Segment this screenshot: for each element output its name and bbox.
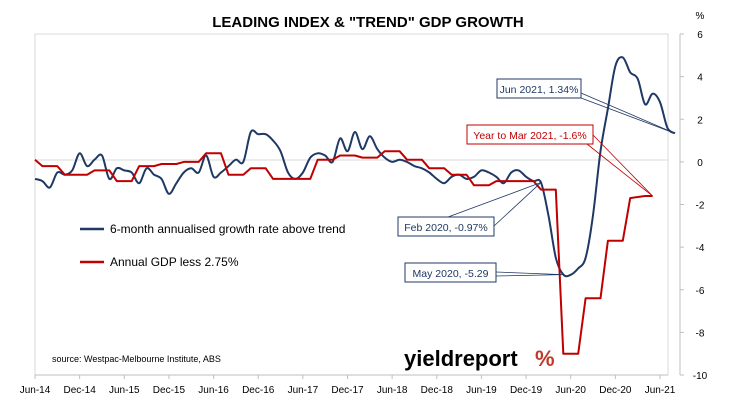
y-tick-label-8: -10 (693, 371, 708, 382)
y-tick-label-7: -8 (696, 328, 705, 339)
series-line-1 (34, 150, 653, 355)
legend: 6-month annualised growth rate above tre… (80, 222, 345, 269)
legend-label-leading-index: 6-month annualised growth rate above tre… (110, 222, 345, 236)
x-tick-label-1: Dec-14 (64, 385, 97, 396)
annotation-box-3 (404, 262, 497, 283)
x-tick-label-13: Dec-20 (599, 385, 632, 396)
annotation-layer: Jun 2021, 1.34% Year to Mar 2021, -1.6% Fe… (397, 78, 676, 283)
y-tick-label-0: 6 (697, 30, 703, 41)
annotation-label-1: Year to Mar 2021, -1.6% (473, 130, 586, 142)
legend-label-annual-gdp: Annual GDP less 2.75% (110, 255, 239, 269)
annotation-leader-2-0 (447, 182, 542, 218)
x-tick-label-14: Jun-21 (645, 385, 676, 396)
y-tick-label-2: 2 (697, 115, 703, 126)
annotation-leader-2-1 (493, 182, 542, 227)
annotation-box-0 (496, 78, 582, 99)
annotation-box-1 (466, 124, 594, 145)
x-tick-label-3: Dec-15 (153, 385, 186, 396)
x-tick-label-9: Dec-18 (421, 385, 454, 396)
x-tick-label-10: Jun-19 (466, 385, 497, 396)
annotation-label-3: May 2020, -5.29 (413, 268, 489, 280)
y-axis-ticks: 6 4 2 0 -2 -4 -6 -8 -10 (680, 30, 708, 382)
y-tick-label-1: 4 (697, 73, 703, 84)
yieldreport-logo: yieldreport % (404, 346, 555, 371)
annotation-label-0: Jun 2021, 1.34% (500, 84, 579, 96)
annotation-leader-0-0 (580, 92, 676, 134)
x-tick-label-12: Jun-20 (555, 385, 586, 396)
x-tick-label-7: Dec-17 (331, 385, 364, 396)
annotation-label-2: Feb 2020, -0.97% (404, 222, 487, 234)
annotation-leader-3-0 (495, 271, 564, 276)
x-tick-label-5: Dec-16 (242, 385, 275, 396)
series-layer (34, 56, 676, 355)
logo-percent-icon: % (535, 346, 555, 371)
y-tick-label-4: -2 (696, 201, 705, 212)
y-unit-label: % (696, 11, 705, 22)
annotation-leader-3-1 (495, 274, 564, 277)
y-tick-label-5: -4 (696, 243, 705, 254)
x-tick-label-6: Jun-17 (288, 385, 319, 396)
annotation-box-2 (397, 216, 495, 237)
series-line-0 (34, 56, 676, 278)
x-tick-label-4: Jun-16 (198, 385, 229, 396)
x-tick-label-8: Jun-18 (377, 385, 408, 396)
y-tick-label-6: -6 (696, 286, 705, 297)
source-note: source: Westpac-Melbourne Institute, ABS (52, 354, 221, 364)
x-tick-label-11: Dec-19 (510, 385, 543, 396)
x-tick-label-2: Jun-15 (109, 385, 140, 396)
logo-text: yieldreport (404, 346, 518, 371)
y-tick-label-3: 0 (697, 158, 703, 169)
annotation-leader-0-1 (580, 97, 676, 134)
x-axis-ticks: Jun-14 Dec-14 Jun-15 Dec-15 Jun-16 Dec-16 Jun-… (20, 375, 676, 396)
annotation-leader-1-1 (586, 143, 653, 197)
x-tick-label-0: Jun-14 (20, 385, 51, 396)
chart-title: LEADING INDEX & "TREND" GDP GROWTH (212, 14, 523, 31)
annotation-leader-1-0 (592, 134, 653, 197)
